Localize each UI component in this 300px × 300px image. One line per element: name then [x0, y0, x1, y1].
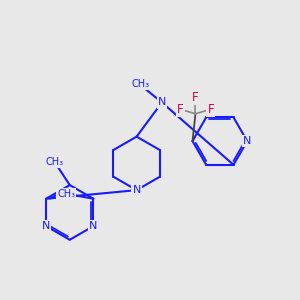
Text: CH₃: CH₃: [131, 79, 150, 89]
Text: CH₃: CH₃: [57, 189, 75, 199]
Text: F: F: [208, 103, 214, 116]
Text: N: N: [158, 98, 166, 107]
Text: N: N: [89, 221, 98, 231]
Text: N: N: [243, 136, 251, 146]
Text: CH₃: CH₃: [45, 157, 63, 167]
Text: F: F: [192, 91, 199, 104]
Text: N: N: [132, 185, 141, 195]
Text: N: N: [42, 221, 50, 231]
Text: F: F: [177, 103, 183, 116]
